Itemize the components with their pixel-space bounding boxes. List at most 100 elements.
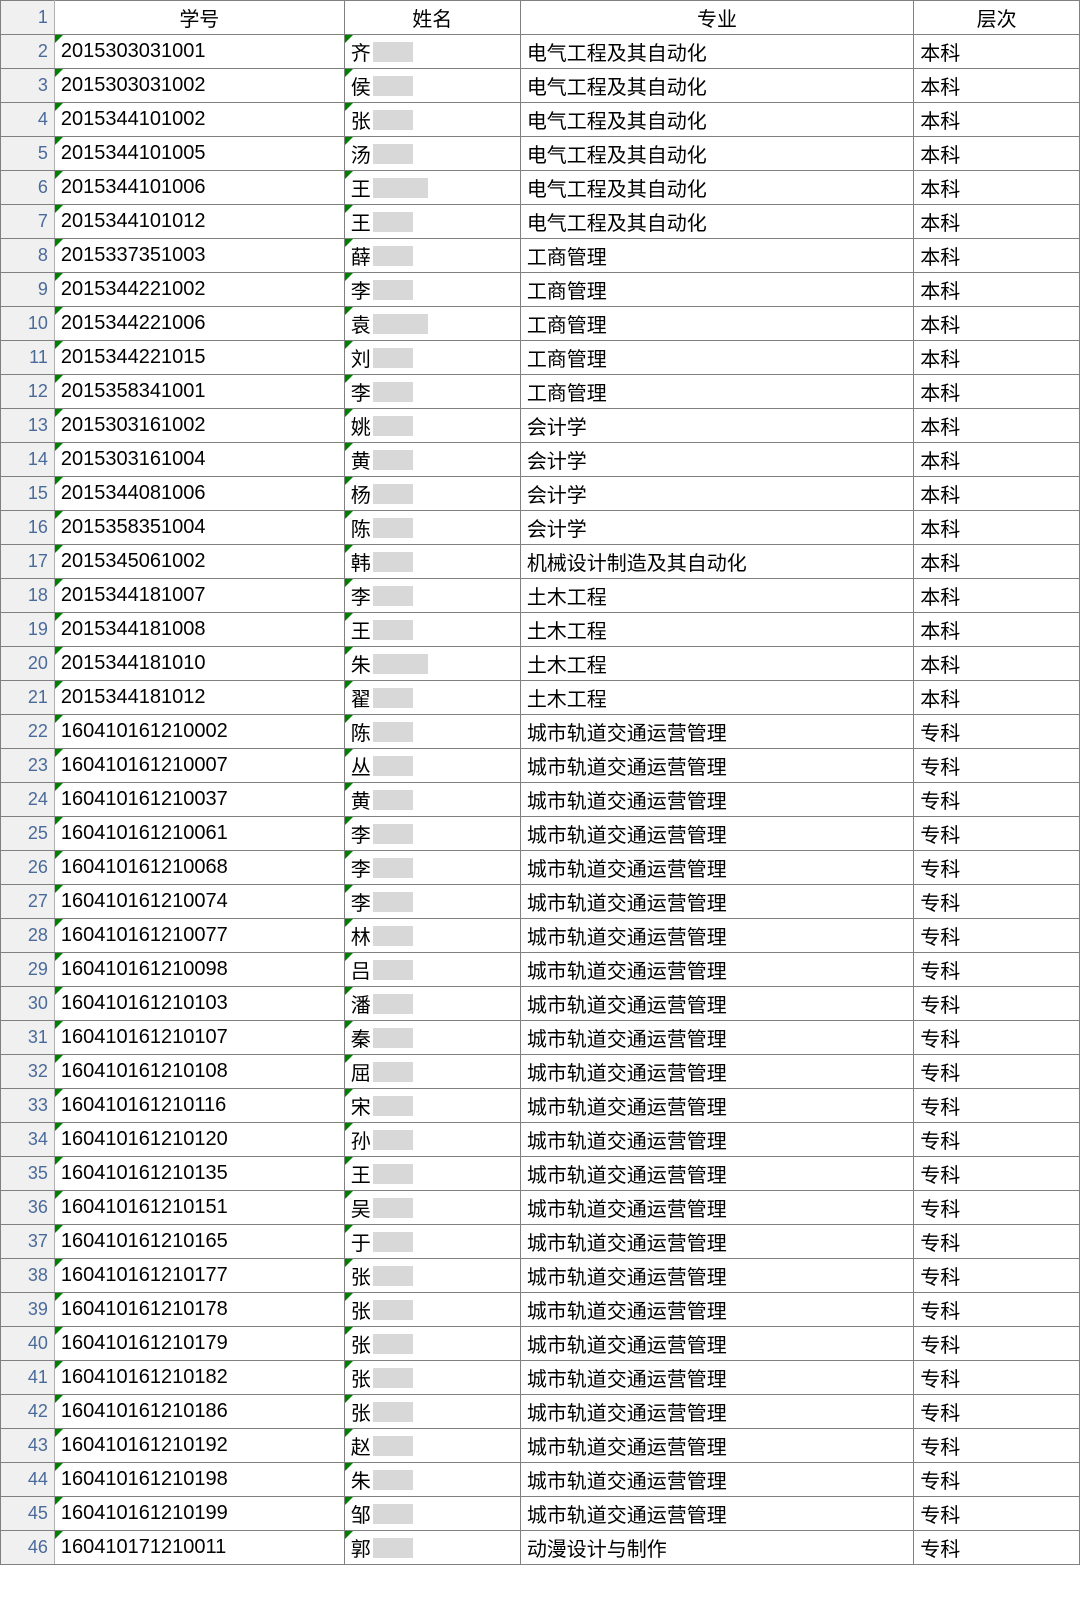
- row-number[interactable]: 11: [1, 341, 55, 375]
- cell-major[interactable]: 电气工程及其自动化: [520, 69, 913, 103]
- cell-student-id[interactable]: 160410161210061: [54, 817, 344, 851]
- cell-student-id[interactable]: 160410161210116: [54, 1089, 344, 1123]
- cell-student-name[interactable]: 邹: [344, 1497, 520, 1531]
- row-number[interactable]: 35: [1, 1157, 55, 1191]
- cell-level[interactable]: 本科: [914, 307, 1080, 341]
- cell-student-id[interactable]: 2015344101002: [54, 103, 344, 137]
- cell-level[interactable]: 专科: [914, 851, 1080, 885]
- cell-student-name[interactable]: 陈: [344, 511, 520, 545]
- row-number[interactable]: 22: [1, 715, 55, 749]
- cell-major[interactable]: 土木工程: [520, 579, 913, 613]
- cell-level[interactable]: 专科: [914, 1531, 1080, 1565]
- cell-student-name[interactable]: 薛: [344, 239, 520, 273]
- cell-student-id[interactable]: 160410161210165: [54, 1225, 344, 1259]
- cell-major[interactable]: 工商管理: [520, 307, 913, 341]
- cell-student-name[interactable]: 陈: [344, 715, 520, 749]
- row-number[interactable]: 17: [1, 545, 55, 579]
- cell-level[interactable]: 专科: [914, 783, 1080, 817]
- cell-major[interactable]: 土木工程: [520, 647, 913, 681]
- cell-major[interactable]: 动漫设计与制作: [520, 1531, 913, 1565]
- cell-level[interactable]: 本科: [914, 239, 1080, 273]
- cell-student-id[interactable]: 160410161210074: [54, 885, 344, 919]
- cell-level[interactable]: 专科: [914, 1361, 1080, 1395]
- cell-student-name[interactable]: 王: [344, 613, 520, 647]
- cell-student-name[interactable]: 屈: [344, 1055, 520, 1089]
- row-number[interactable]: 2: [1, 35, 55, 69]
- cell-major[interactable]: 城市轨道交通运营管理: [520, 1225, 913, 1259]
- cell-student-name[interactable]: 于: [344, 1225, 520, 1259]
- cell-student-name[interactable]: 翟: [344, 681, 520, 715]
- cell-student-name[interactable]: 汤: [344, 137, 520, 171]
- cell-student-id[interactable]: 2015344181012: [54, 681, 344, 715]
- cell-major[interactable]: 城市轨道交通运营管理: [520, 919, 913, 953]
- cell-student-name[interactable]: 王: [344, 171, 520, 205]
- cell-major[interactable]: 城市轨道交通运营管理: [520, 783, 913, 817]
- cell-major[interactable]: 工商管理: [520, 239, 913, 273]
- row-number[interactable]: 13: [1, 409, 55, 443]
- cell-student-id[interactable]: 160410161210178: [54, 1293, 344, 1327]
- cell-student-name[interactable]: 潘: [344, 987, 520, 1021]
- cell-level[interactable]: 专科: [914, 1497, 1080, 1531]
- cell-student-id[interactable]: 160410161210135: [54, 1157, 344, 1191]
- column-header-major[interactable]: 专业: [520, 1, 913, 35]
- cell-student-name[interactable]: 赵: [344, 1429, 520, 1463]
- cell-student-id[interactable]: 160410161210098: [54, 953, 344, 987]
- cell-major[interactable]: 电气工程及其自动化: [520, 137, 913, 171]
- cell-major[interactable]: 城市轨道交通运营管理: [520, 1361, 913, 1395]
- cell-student-id[interactable]: 2015344221002: [54, 273, 344, 307]
- row-number[interactable]: 29: [1, 953, 55, 987]
- cell-student-id[interactable]: 2015303161004: [54, 443, 344, 477]
- row-number[interactable]: 38: [1, 1259, 55, 1293]
- cell-student-name[interactable]: 张: [344, 1395, 520, 1429]
- cell-major[interactable]: 城市轨道交通运营管理: [520, 1429, 913, 1463]
- cell-student-name[interactable]: 李: [344, 375, 520, 409]
- cell-major[interactable]: 城市轨道交通运营管理: [520, 1293, 913, 1327]
- cell-major[interactable]: 工商管理: [520, 341, 913, 375]
- cell-level[interactable]: 本科: [914, 681, 1080, 715]
- cell-student-name[interactable]: 朱: [344, 647, 520, 681]
- row-number[interactable]: 19: [1, 613, 55, 647]
- cell-student-name[interactable]: 林: [344, 919, 520, 953]
- row-number[interactable]: 43: [1, 1429, 55, 1463]
- cell-student-id[interactable]: 2015344101005: [54, 137, 344, 171]
- cell-student-id[interactable]: 2015344221006: [54, 307, 344, 341]
- cell-major[interactable]: 工商管理: [520, 273, 913, 307]
- cell-major[interactable]: 土木工程: [520, 681, 913, 715]
- cell-student-name[interactable]: 黄: [344, 783, 520, 817]
- row-number[interactable]: 23: [1, 749, 55, 783]
- cell-level[interactable]: 本科: [914, 409, 1080, 443]
- cell-student-id[interactable]: 160410161210037: [54, 783, 344, 817]
- cell-student-name[interactable]: 秦: [344, 1021, 520, 1055]
- cell-level[interactable]: 专科: [914, 1055, 1080, 1089]
- cell-major[interactable]: 城市轨道交通运营管理: [520, 749, 913, 783]
- cell-major[interactable]: 土木工程: [520, 613, 913, 647]
- cell-student-name[interactable]: 张: [344, 1293, 520, 1327]
- cell-student-id[interactable]: 160410161210198: [54, 1463, 344, 1497]
- cell-student-name[interactable]: 吕: [344, 953, 520, 987]
- row-number[interactable]: 44: [1, 1463, 55, 1497]
- cell-major[interactable]: 电气工程及其自动化: [520, 171, 913, 205]
- spreadsheet-table[interactable]: 1学号姓名专业层次22015303031001齐电气工程及其自动化本科32015…: [0, 0, 1080, 1565]
- cell-level[interactable]: 本科: [914, 647, 1080, 681]
- cell-student-id[interactable]: 160410161210177: [54, 1259, 344, 1293]
- row-number[interactable]: 27: [1, 885, 55, 919]
- cell-level[interactable]: 本科: [914, 579, 1080, 613]
- cell-student-name[interactable]: 朱: [344, 1463, 520, 1497]
- cell-level[interactable]: 专科: [914, 715, 1080, 749]
- cell-major[interactable]: 城市轨道交通运营管理: [520, 1327, 913, 1361]
- row-number[interactable]: 45: [1, 1497, 55, 1531]
- cell-level[interactable]: 本科: [914, 511, 1080, 545]
- cell-student-id[interactable]: 160410161210199: [54, 1497, 344, 1531]
- cell-level[interactable]: 专科: [914, 1123, 1080, 1157]
- cell-major[interactable]: 城市轨道交通运营管理: [520, 987, 913, 1021]
- row-number[interactable]: 14: [1, 443, 55, 477]
- cell-student-name[interactable]: 姚: [344, 409, 520, 443]
- cell-level[interactable]: 本科: [914, 375, 1080, 409]
- cell-student-id[interactable]: 2015344181007: [54, 579, 344, 613]
- cell-major[interactable]: 城市轨道交通运营管理: [520, 1395, 913, 1429]
- cell-level[interactable]: 专科: [914, 1089, 1080, 1123]
- column-header-id[interactable]: 学号: [54, 1, 344, 35]
- cell-student-id[interactable]: 2015345061002: [54, 545, 344, 579]
- cell-major[interactable]: 城市轨道交通运营管理: [520, 817, 913, 851]
- cell-student-id[interactable]: 2015303031001: [54, 35, 344, 69]
